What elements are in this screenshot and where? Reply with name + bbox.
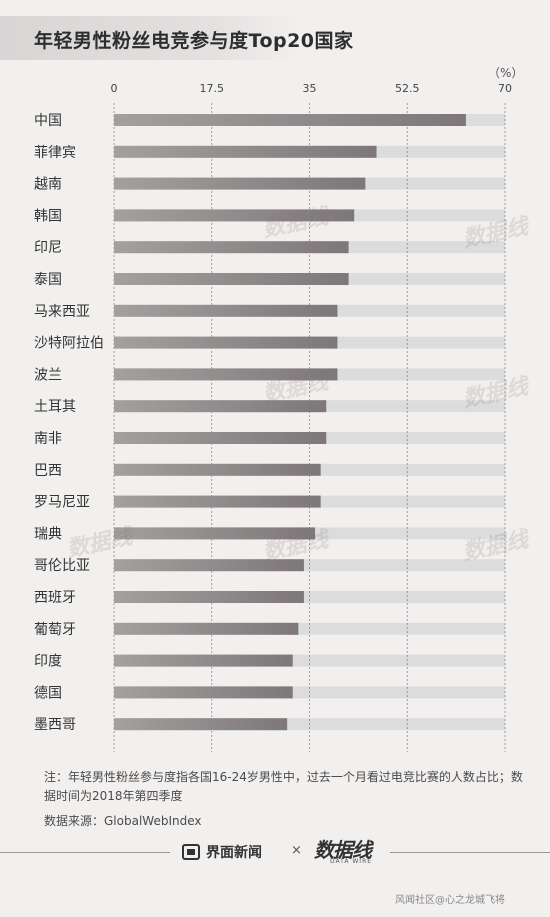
bar [114,400,327,413]
category-label: 瑞典 [34,526,62,542]
category-label: 墨西哥 [34,717,76,733]
category-label: 韩国 [34,208,62,224]
bar [114,273,349,285]
tick-label: 70 [498,82,512,95]
tick-labels: 0 17.5 35 52.5 70 [111,82,513,95]
datawire-logo-subtext: DATA WIRE [330,858,373,865]
datawire-logo: 数据线 DATA WIRE [314,834,384,868]
bar [114,368,338,381]
category-label: 印度 [34,654,62,670]
bar [114,686,293,699]
category-label: 巴西 [34,463,62,479]
category-label: 泰国 [34,272,62,288]
jiemian-logo-text: 界面新闻 [206,845,262,861]
bar [114,145,377,158]
tick-label: 0 [111,82,118,95]
bar [114,177,366,190]
category-label: 西班牙 [34,590,76,606]
bar [114,527,316,540]
chart-note: 注：年轻男性粉丝参与度指各国16-24岁男性中，过去一个月看过电竞比赛的人数占比… [44,770,523,803]
bar [114,241,349,254]
footer-divider [0,852,170,853]
collab-times: × [291,843,302,858]
bar [114,622,299,635]
category-label: 中国 [34,113,62,129]
tick-label: 35 [303,82,317,95]
category-label: 土耳其 [34,399,76,415]
page-title: 年轻男性粉丝电竞参与度Top20国家 [34,30,354,52]
category-label: 菲律宾 [34,145,76,161]
bar [114,114,466,126]
data-source: 数据来源：GlobalWebIndex [44,814,202,828]
credit-text: 风闻社区@心之龙城飞将 [395,895,505,906]
category-label: 印尼 [34,240,62,256]
bar [114,591,304,603]
bar [114,718,288,731]
category-label: 沙特阿拉伯 [34,336,104,352]
footer-divider [390,852,550,853]
bars [114,114,466,731]
category-label: 罗马尼亚 [34,495,90,511]
bar [114,559,304,572]
bar [114,463,321,476]
category-label: 波兰 [34,367,62,383]
category-label: 葡萄牙 [34,622,76,638]
tick-label: 52.5 [395,82,420,95]
jiemian-logo: 界面新闻 [182,842,262,862]
bar [114,432,327,444]
title-band [0,16,300,60]
category-label: 德国 [34,685,62,701]
bar [114,209,355,222]
jiemian-logo-icon [182,844,200,860]
bar-chart: 0 17.5 35 52.5 70 中国菲律宾越南韩国印尼泰国马来西亚沙特阿拉伯波兰土耳… [34,82,513,752]
unit-label: （%） [488,66,524,80]
tick-label: 17.5 [200,82,225,95]
bar [114,336,338,349]
bar [114,304,338,317]
category-label: 越南 [34,177,62,193]
category-label: 马来西亚 [34,304,90,320]
bar [114,495,321,508]
category-labels: 中国菲律宾越南韩国印尼泰国马来西亚沙特阿拉伯波兰土耳其南非巴西罗马尼亚瑞典哥伦比… [34,113,104,733]
category-label: 南非 [34,431,62,447]
category-label: 哥伦比亚 [34,558,90,574]
datawire-logo-text: 数据线 [314,838,372,862]
bar [114,654,293,667]
